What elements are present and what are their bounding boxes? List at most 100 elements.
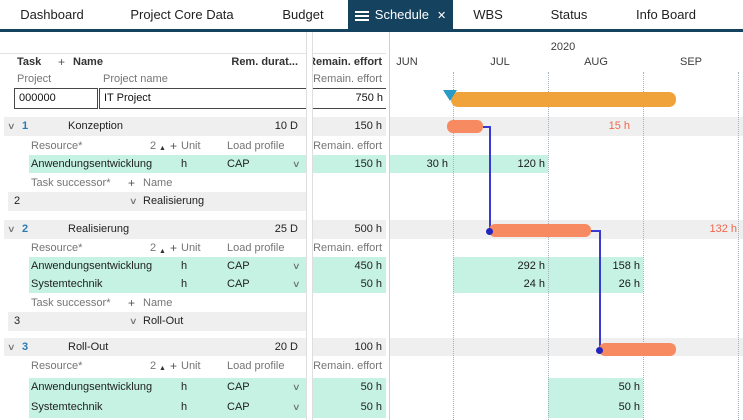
successor-name-cell[interactable]: Roll-Out xyxy=(143,315,184,327)
successor-number-cell[interactable]: 3 xyxy=(14,315,21,327)
col-header-name[interactable]: Name xyxy=(73,56,103,68)
add-resource-icon[interactable]: + xyxy=(170,359,178,373)
resource-row[interactable]: Anwendungsentwicklung h CAP ∨ 50 h xyxy=(0,378,743,397)
chevron-down-icon[interactable]: ∨ xyxy=(292,382,301,392)
resource-name-cell[interactable]: Systemtechnik xyxy=(31,401,103,413)
tab-budget[interactable]: Budget xyxy=(282,7,324,22)
task-effort-cell[interactable]: 500 h xyxy=(354,223,382,235)
resource-row[interactable]: Systemtechnik h CAP ∨ 50 h xyxy=(0,397,743,418)
resource-count[interactable]: 2 xyxy=(150,242,157,254)
add-successor-icon[interactable]: + xyxy=(128,296,136,310)
resource-load-cell[interactable]: CAP xyxy=(227,260,250,272)
gantt-task-bar-1[interactable] xyxy=(447,120,483,133)
resource-name-cell[interactable]: Anwendungsentwicklung xyxy=(31,260,153,272)
resource-unit-cell[interactable]: h xyxy=(181,158,188,170)
task-name-cell[interactable]: Konzeption xyxy=(68,120,124,132)
successor-name-cell[interactable]: Realisierung xyxy=(143,195,205,207)
project-effort-field[interactable]: 750 h xyxy=(310,88,388,109)
resource-load-cell[interactable]: CAP xyxy=(227,381,250,393)
sort-asc-icon[interactable]: ▲ xyxy=(159,365,166,372)
gantt-task-bar-3[interactable] xyxy=(599,343,676,356)
resource-effort-cell[interactable]: 150 h xyxy=(354,158,382,170)
project-name-field[interactable]: IT Project xyxy=(99,88,307,109)
successor-number-cell[interactable]: 2 xyxy=(14,195,21,207)
task-duration-cell[interactable]: 10 D xyxy=(274,120,298,132)
successor-row[interactable]: 3 ∨ Roll-Out xyxy=(0,312,743,331)
resource-load-cell[interactable]: CAP xyxy=(227,401,250,413)
task-number[interactable]: 2 xyxy=(22,223,29,235)
resource-unit-cell[interactable]: h xyxy=(181,381,188,393)
task-row[interactable]: ∨ 3 Roll-Out 20 D 100 h xyxy=(0,338,743,356)
month-gridline xyxy=(738,72,739,420)
resource-unit-cell[interactable]: h xyxy=(181,401,188,413)
tab-info-board[interactable]: Info Board xyxy=(636,7,696,22)
task-name-cell[interactable]: Realisierung xyxy=(68,223,130,235)
column-divider xyxy=(306,32,313,420)
add-resource-icon[interactable]: + xyxy=(170,241,178,255)
collapse-icon[interactable]: ∨ xyxy=(7,224,16,234)
label-unit: Unit xyxy=(181,140,201,152)
project-id-field[interactable]: 000000 xyxy=(14,88,98,109)
resource-effort-cell[interactable]: 450 h xyxy=(354,260,382,272)
resource-effort-cell[interactable]: 50 h xyxy=(360,381,382,393)
chevron-down-icon[interactable]: ∨ xyxy=(292,279,301,289)
period-effort-value: 26 h xyxy=(618,277,640,290)
collapse-icon[interactable]: ∨ xyxy=(7,342,16,352)
gantt-project-summary-bar[interactable] xyxy=(451,92,676,107)
task-duration-cell[interactable]: 25 D xyxy=(274,223,298,235)
close-icon[interactable]: ✕ xyxy=(437,10,447,22)
col-header-task[interactable]: Task xyxy=(17,56,42,68)
chevron-down-icon[interactable]: ∨ xyxy=(292,261,301,271)
successor-header-row: Task successor* + Name xyxy=(0,295,743,311)
label-load-profile: Load profile xyxy=(227,360,285,372)
task-effort-cell[interactable]: 150 h xyxy=(354,120,382,132)
resource-name-cell[interactable]: Systemtechnik xyxy=(31,278,103,290)
resource-name-cell[interactable]: Anwendungsentwicklung xyxy=(31,381,153,393)
resource-load-cell[interactable]: CAP xyxy=(227,158,250,170)
tab-dashboard[interactable]: Dashboard xyxy=(20,7,84,22)
gantt-resource-band xyxy=(389,155,548,173)
resource-row[interactable]: Anwendungsentwicklung h CAP ∨ 450 h xyxy=(0,257,743,275)
sort-asc-icon[interactable]: ▲ xyxy=(159,248,166,255)
task-row[interactable]: ∨ 1 Konzeption 10 D 150 h xyxy=(0,117,743,136)
tab-status[interactable]: Status xyxy=(550,7,588,22)
task-row-bg xyxy=(4,338,743,356)
chevron-down-icon[interactable]: ∨ xyxy=(292,402,301,412)
period-effort-value: 50 h xyxy=(618,401,640,413)
successor-row[interactable]: 2 ∨ Realisierung xyxy=(0,192,743,211)
chevron-down-icon[interactable]: ∨ xyxy=(292,159,301,169)
label-project: Project xyxy=(17,73,52,85)
tab-schedule[interactable]: Schedule ✕ xyxy=(348,0,453,29)
task-number[interactable]: 3 xyxy=(22,341,29,353)
resource-row[interactable]: Systemtechnik h CAP ∨ 50 h xyxy=(0,275,743,293)
add-successor-icon[interactable]: + xyxy=(128,176,136,190)
resource-count[interactable]: 2 xyxy=(150,140,157,152)
menu-icon[interactable] xyxy=(354,9,369,21)
month-gridline xyxy=(643,72,644,420)
task-name-cell[interactable]: Roll-Out xyxy=(68,341,109,353)
collapse-icon[interactable]: ∨ xyxy=(7,121,16,131)
add-task-icon[interactable]: + xyxy=(58,55,66,69)
task-number[interactable]: 1 xyxy=(22,120,29,132)
resource-row[interactable]: Anwendungsentwicklung h CAP ∨ 150 h xyxy=(0,155,743,173)
task-duration-cell[interactable]: 20 D xyxy=(274,341,298,353)
gantt-task-bar-2[interactable] xyxy=(489,224,591,237)
resource-unit-cell[interactable]: h xyxy=(181,260,188,272)
chevron-down-icon[interactable]: ∨ xyxy=(129,316,138,326)
col-header-rem-effort[interactable]: Remain. effort xyxy=(308,56,382,68)
resource-count[interactable]: 2 xyxy=(150,360,157,372)
table-gantt-divider[interactable] xyxy=(386,32,390,420)
resource-load-cell[interactable]: CAP xyxy=(227,278,250,290)
resource-unit-cell[interactable]: h xyxy=(181,278,188,290)
resource-effort-cell[interactable]: 50 h xyxy=(360,278,382,290)
task-effort-cell[interactable]: 100 h xyxy=(354,341,382,353)
sort-asc-icon[interactable]: ▲ xyxy=(159,145,166,152)
resource-row-bg xyxy=(29,397,388,418)
chevron-down-icon[interactable]: ∨ xyxy=(129,196,138,206)
tab-wbs[interactable]: WBS xyxy=(473,7,503,22)
resource-name-cell[interactable]: Anwendungsentwicklung xyxy=(31,158,153,170)
resource-effort-cell[interactable]: 50 h xyxy=(360,401,382,413)
add-resource-icon[interactable]: + xyxy=(170,139,178,153)
tab-project-core-data[interactable]: Project Core Data xyxy=(130,7,234,22)
col-header-rem-duration[interactable]: Rem. durat... xyxy=(231,56,298,68)
